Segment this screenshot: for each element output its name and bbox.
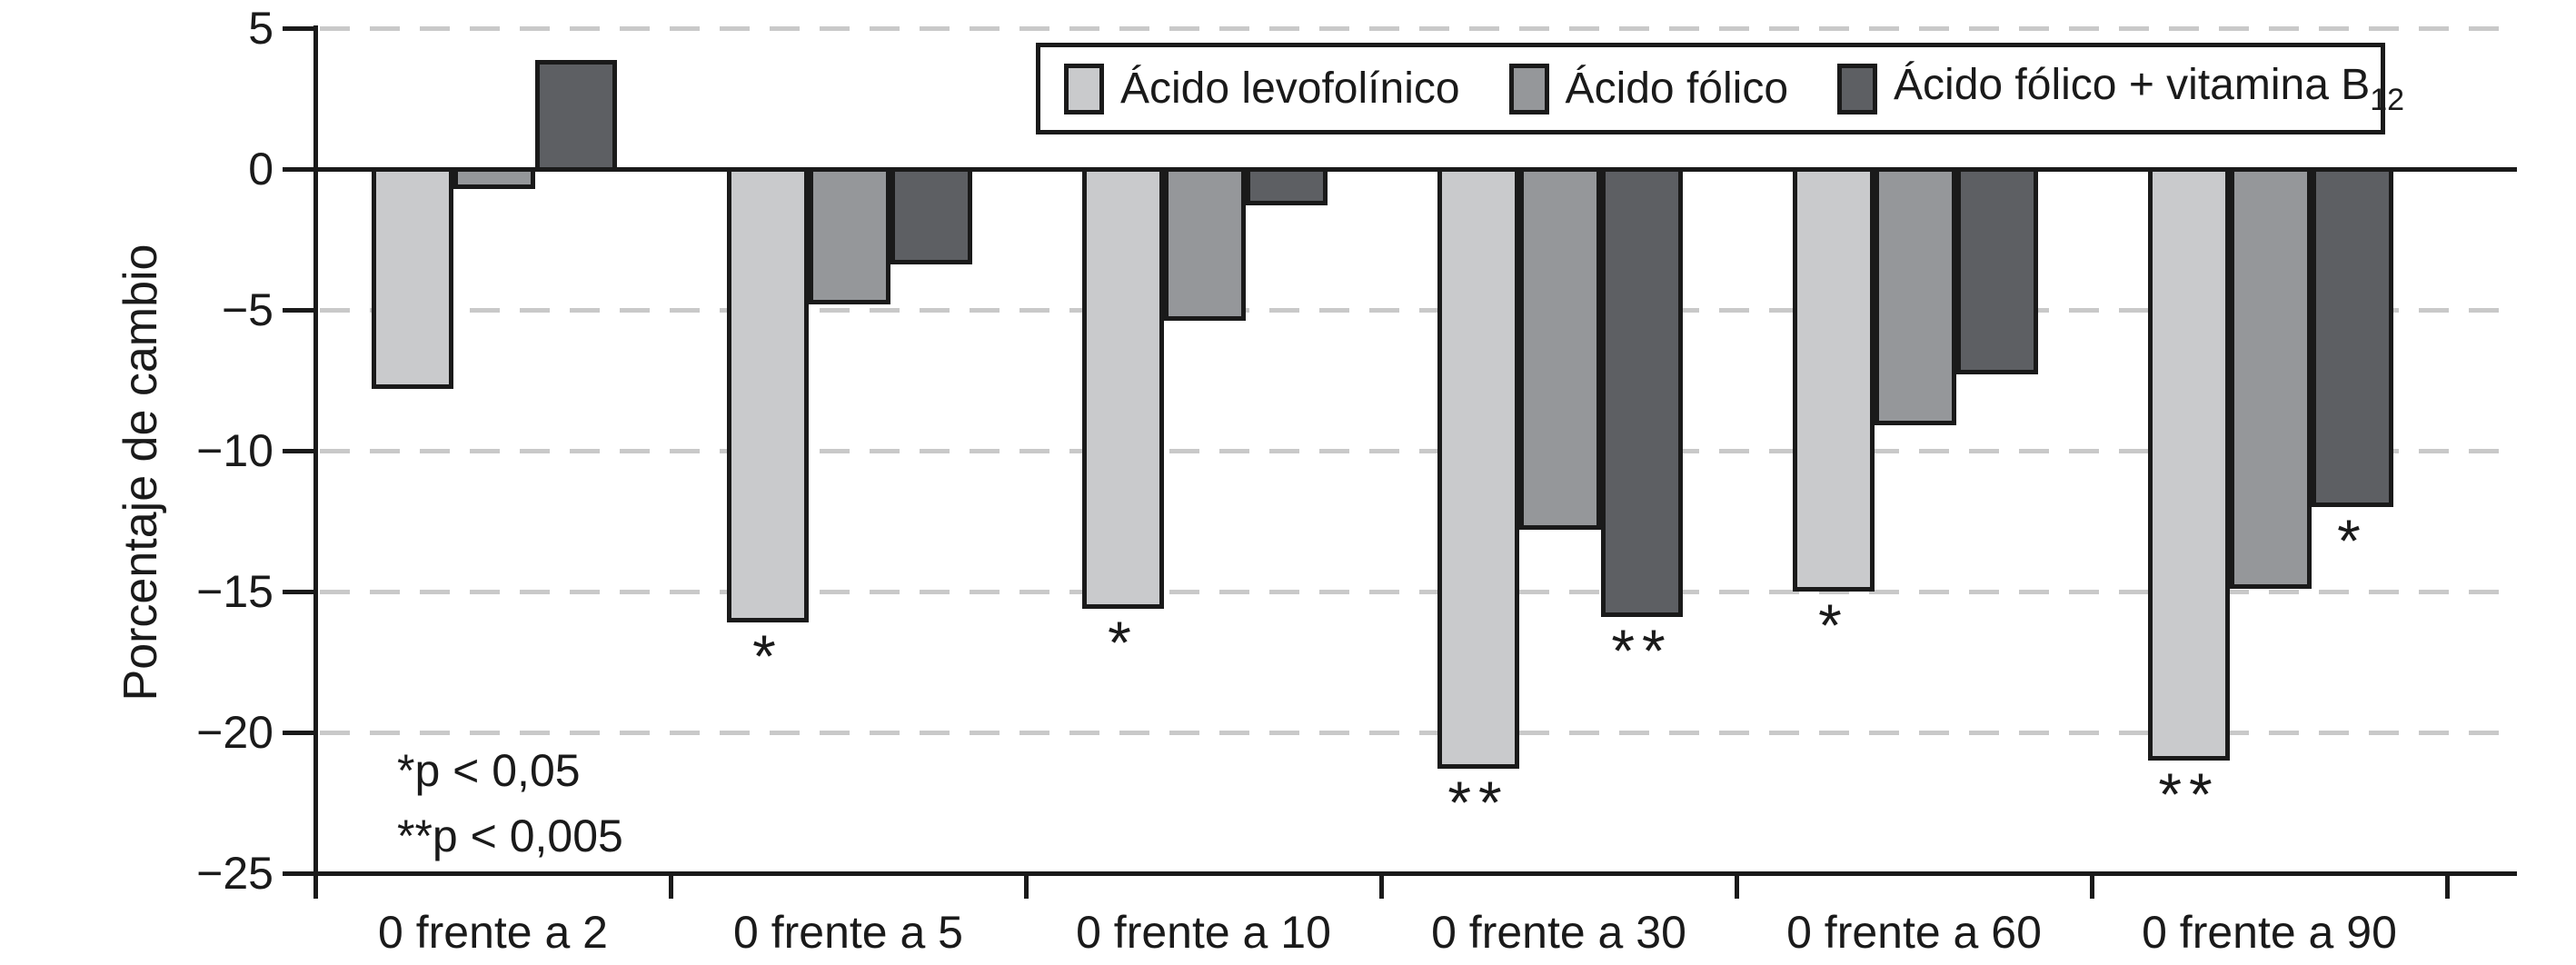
significance-marker: ** bbox=[1447, 769, 1509, 837]
bar bbox=[535, 60, 617, 172]
x-tick bbox=[1379, 873, 1384, 899]
y-tick-label: −15 bbox=[196, 566, 274, 617]
legend-swatch-icon bbox=[1508, 63, 1549, 114]
y-tick bbox=[283, 308, 315, 313]
y-tick bbox=[283, 731, 315, 735]
legend-swatch-icon bbox=[1064, 63, 1104, 114]
bar bbox=[1793, 167, 1875, 592]
bar bbox=[1082, 167, 1164, 609]
significance-marker: * bbox=[1108, 608, 1139, 676]
x-category-label: 0 frente a 5 bbox=[733, 907, 963, 958]
y-tick-label: −25 bbox=[196, 848, 274, 899]
y-tick-label: −5 bbox=[221, 284, 274, 335]
gridline bbox=[320, 590, 2517, 594]
significance-marker: * bbox=[752, 622, 783, 690]
x-category-label: 0 frente a 10 bbox=[1076, 907, 1331, 958]
x-category-label: 0 frente a 90 bbox=[2142, 907, 2397, 958]
x-axis-line bbox=[313, 871, 2517, 876]
bar bbox=[1875, 167, 1956, 425]
significance-note: *p < 0,05 **p < 0,005 bbox=[397, 738, 623, 869]
x-tick bbox=[313, 873, 318, 899]
y-tick bbox=[283, 590, 315, 594]
legend-swatch-icon bbox=[1837, 63, 1878, 114]
y-axis-line bbox=[313, 25, 318, 878]
bar bbox=[2230, 167, 2312, 589]
bar bbox=[453, 167, 535, 189]
x-tick bbox=[1735, 873, 1739, 899]
y-tick-label: −10 bbox=[196, 425, 274, 476]
y-tick bbox=[283, 449, 315, 453]
bar bbox=[1956, 167, 2038, 375]
bar bbox=[1601, 167, 1683, 617]
y-tick bbox=[283, 871, 315, 876]
legend-label: Ácido fólico + vitamina B12 bbox=[1894, 60, 2405, 117]
p-value-note-1: *p < 0,05 bbox=[397, 745, 581, 796]
gridline bbox=[320, 308, 2517, 313]
gridline bbox=[320, 26, 2517, 31]
gridline bbox=[320, 731, 2517, 735]
x-category-label: 0 frente a 30 bbox=[1431, 907, 1686, 958]
x-tick bbox=[1024, 873, 1029, 899]
legend-label-subscript: 12 bbox=[2370, 82, 2405, 117]
y-tick-label: −20 bbox=[196, 707, 274, 758]
x-category-label: 0 frente a 2 bbox=[378, 907, 608, 958]
y-tick-label: 5 bbox=[248, 3, 274, 54]
legend-item: Ácido fólico bbox=[1508, 63, 1789, 114]
bar bbox=[890, 167, 972, 265]
gridline bbox=[320, 449, 2517, 453]
legend-item: Ácido fólico + vitamina B12 bbox=[1837, 60, 2404, 118]
bar bbox=[1437, 167, 1519, 770]
y-axis-title: Porcentaje de cambio bbox=[114, 244, 167, 701]
bar bbox=[809, 167, 890, 304]
bar bbox=[1519, 167, 1601, 530]
legend-item: Ácido levofolínico bbox=[1064, 63, 1460, 114]
bar bbox=[2312, 167, 2393, 507]
significance-marker: ** bbox=[1611, 616, 1673, 684]
zero-line bbox=[315, 167, 2517, 172]
y-tick bbox=[283, 26, 315, 31]
legend-label: Ácido fólico bbox=[1565, 65, 1789, 113]
x-tick bbox=[2090, 873, 2094, 899]
x-tick bbox=[2445, 873, 2450, 899]
y-tick-label: 0 bbox=[248, 144, 274, 194]
bar bbox=[372, 167, 453, 389]
y-tick bbox=[283, 167, 315, 172]
legend: Ácido levofolínico Ácido fólico Ácido fóli… bbox=[1036, 43, 2404, 134]
significance-marker: ** bbox=[2158, 760, 2220, 828]
p-value-note-2: **p < 0,005 bbox=[397, 811, 623, 861]
significance-marker: * bbox=[1818, 591, 1849, 659]
bar bbox=[2148, 167, 2230, 761]
bar bbox=[1246, 167, 1328, 206]
significance-marker: * bbox=[2337, 506, 2368, 574]
bar bbox=[727, 167, 809, 622]
x-tick bbox=[669, 873, 673, 899]
x-category-label: 0 frente a 60 bbox=[1786, 907, 2042, 958]
legend-label: Ácido levofolínico bbox=[1120, 65, 1460, 113]
bar bbox=[1164, 167, 1246, 322]
